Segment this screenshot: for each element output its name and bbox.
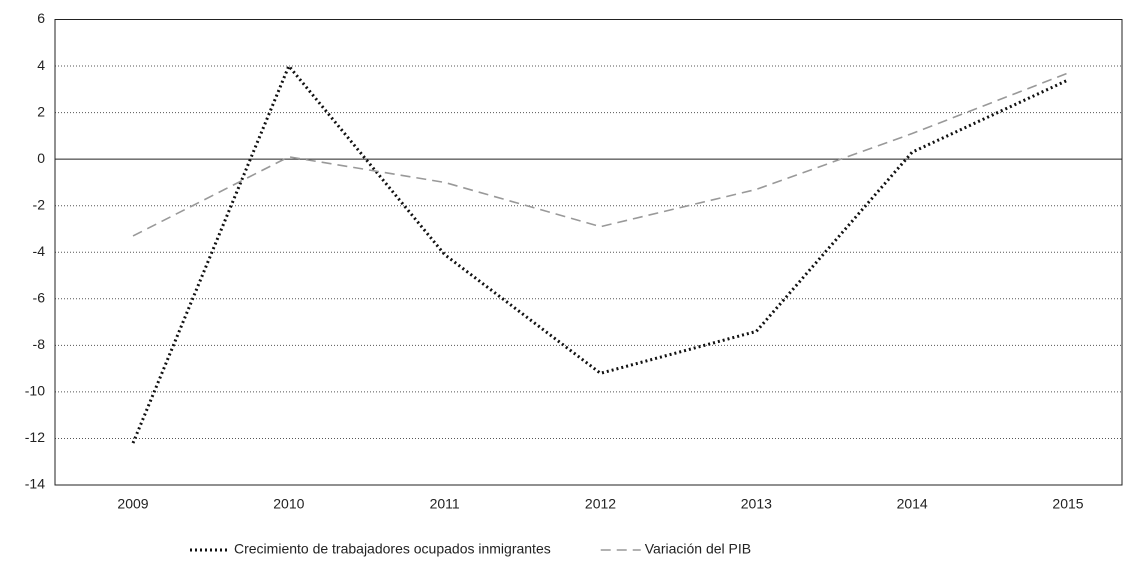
y-tick-label: 4 <box>37 57 45 73</box>
series-line <box>131 63 1069 444</box>
y-tick-label: -2 <box>33 196 46 212</box>
legend-label: Variación del PIB <box>645 541 751 557</box>
y-tick-label: 2 <box>37 103 45 119</box>
legend-label: Crecimiento de trabajadores ocupados inm… <box>234 541 551 557</box>
x-tick-label: 2012 <box>585 496 616 512</box>
series-line <box>132 72 1069 237</box>
x-tick-label: 2009 <box>117 496 148 512</box>
y-tick-label: -4 <box>33 243 46 259</box>
y-tick-label: 6 <box>37 10 45 26</box>
y-tick-label: -8 <box>33 336 46 352</box>
x-tick-label: 2015 <box>1052 496 1083 512</box>
x-tick-label: 2011 <box>430 496 460 512</box>
plot-frame <box>54 19 1123 486</box>
x-tick-label: 2014 <box>897 496 928 512</box>
y-tick-label: -6 <box>33 290 46 306</box>
x-tick-label: 2013 <box>741 496 772 512</box>
x-tick-label: 2010 <box>273 496 304 512</box>
y-tick-label: -12 <box>25 429 45 445</box>
y-tick-label: -14 <box>25 476 45 492</box>
y-tick-label: 0 <box>37 150 45 166</box>
y-tick-label: -10 <box>25 383 45 399</box>
